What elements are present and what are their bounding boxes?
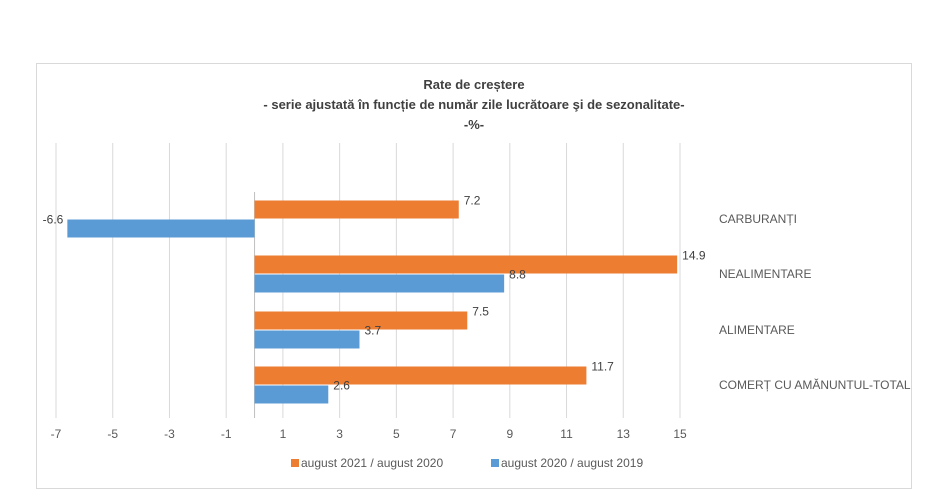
data-label: 8.8 (509, 268, 526, 282)
x-tick-label: 15 (673, 427, 687, 441)
legend-swatch (491, 459, 499, 467)
x-tick-label: 1 (280, 427, 287, 441)
chart-title: Rate de creștere (423, 77, 524, 92)
data-label: -6.6 (43, 213, 64, 227)
legend-label: august 2021 / august 2020 (301, 456, 443, 470)
chart-subtitle: - serie ajustată în funcție de număr zil… (263, 97, 684, 112)
category-label: NEALIMENTARE (719, 267, 811, 281)
legend-swatch (291, 459, 299, 467)
x-tick-label: -5 (107, 427, 118, 441)
x-tick-label: -1 (221, 427, 232, 441)
data-label: 11.7 (591, 360, 614, 374)
bars-layer: 7.2 -6.6 14.9 8.8 7.5 3.7 11.7 2.6 (43, 194, 706, 404)
bar-aug2020-3 (254, 385, 329, 404)
category-label: ALIMENTARE (719, 323, 795, 337)
x-tick-label: 9 (506, 427, 513, 441)
bar-aug2021-0 (254, 200, 459, 219)
category-labels: CARBURANȚI NEALIMENTARE ALIMENTARE COMERȚ C… (719, 212, 911, 392)
bar-aug2021-3 (254, 366, 587, 385)
data-label: 7.5 (472, 305, 489, 319)
x-tick-label: -7 (51, 427, 62, 441)
bar-aug2020-1 (254, 274, 505, 293)
data-label: 7.2 (464, 194, 481, 208)
x-tick-label: 7 (450, 427, 457, 441)
x-tick-label: -3 (164, 427, 175, 441)
bar-aug2021-1 (254, 255, 678, 274)
x-axis-ticks: -7 -5 -3 -1 1 3 5 7 9 11 13 15 (51, 427, 687, 441)
bar-aug2021-2 (254, 311, 468, 330)
legend: august 2021 / august 2020 august 2020 / a… (291, 456, 643, 470)
bar-aug2020-0 (67, 219, 255, 238)
chart-unit: -%- (464, 117, 484, 132)
x-tick-label: 11 (560, 427, 573, 441)
category-label: CARBURANȚI (719, 212, 797, 226)
legend-label: august 2020 / august 2019 (501, 456, 643, 470)
data-label: 14.9 (682, 249, 706, 263)
x-tick-label: 5 (393, 427, 400, 441)
x-tick-label: 13 (617, 427, 631, 441)
x-tick-label: 3 (336, 427, 343, 441)
data-label: 3.7 (364, 324, 381, 338)
data-label: 2.6 (333, 379, 350, 393)
category-label: COMERȚ CU AMĂNUNTUL-TOTAL (719, 377, 911, 392)
bar-aug2020-2 (254, 330, 360, 349)
